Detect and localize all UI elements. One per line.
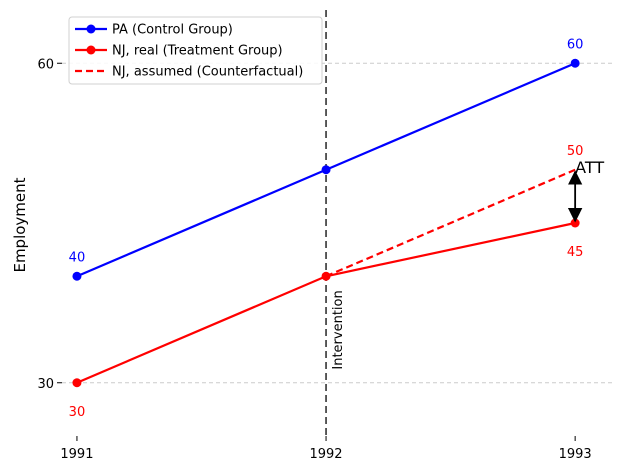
intervention-layer: Intervention (325, 10, 346, 436)
data-label: 45 (567, 245, 584, 260)
data-label: 50 (567, 144, 584, 159)
att-layer: ATT (567, 158, 604, 223)
data-label: 30 (69, 405, 86, 420)
y-axis-title: Employment (11, 177, 29, 272)
data-label-layer: 40 60 30 50 45 (69, 37, 584, 420)
att-label: ATT (575, 158, 604, 177)
x-tick-label: 1991 (60, 447, 93, 462)
series-line-2 (325, 168, 576, 278)
legend-box (68, 16, 323, 85)
legend-entry: NJ, assumed (Counterfactual) (112, 65, 303, 80)
legend-marker (86, 45, 96, 55)
series-0-point (570, 58, 580, 68)
y-tick-label: 30 (37, 377, 54, 392)
series-0-point (72, 271, 82, 281)
series-0-point (321, 165, 331, 175)
data-label: 40 (69, 250, 86, 265)
legend: PA (Control Group) NJ, real (Treatment Gr… (68, 16, 323, 85)
legend-marker (86, 24, 96, 34)
intervention-label: Intervention (331, 290, 346, 369)
y-tick-label: 60 (37, 57, 54, 72)
x-tick-label: 1993 (559, 447, 592, 462)
data-label: 60 (567, 37, 584, 52)
x-tick-label: 1992 (309, 447, 342, 462)
axis-layer: Employment 30 60 1991 1992 1993 (11, 57, 592, 462)
series-layer (72, 58, 580, 388)
legend-entry: PA (Control Group) (112, 23, 233, 38)
series-1-point (72, 378, 82, 388)
legend-entry: NJ, real (Treatment Group) (112, 44, 283, 59)
